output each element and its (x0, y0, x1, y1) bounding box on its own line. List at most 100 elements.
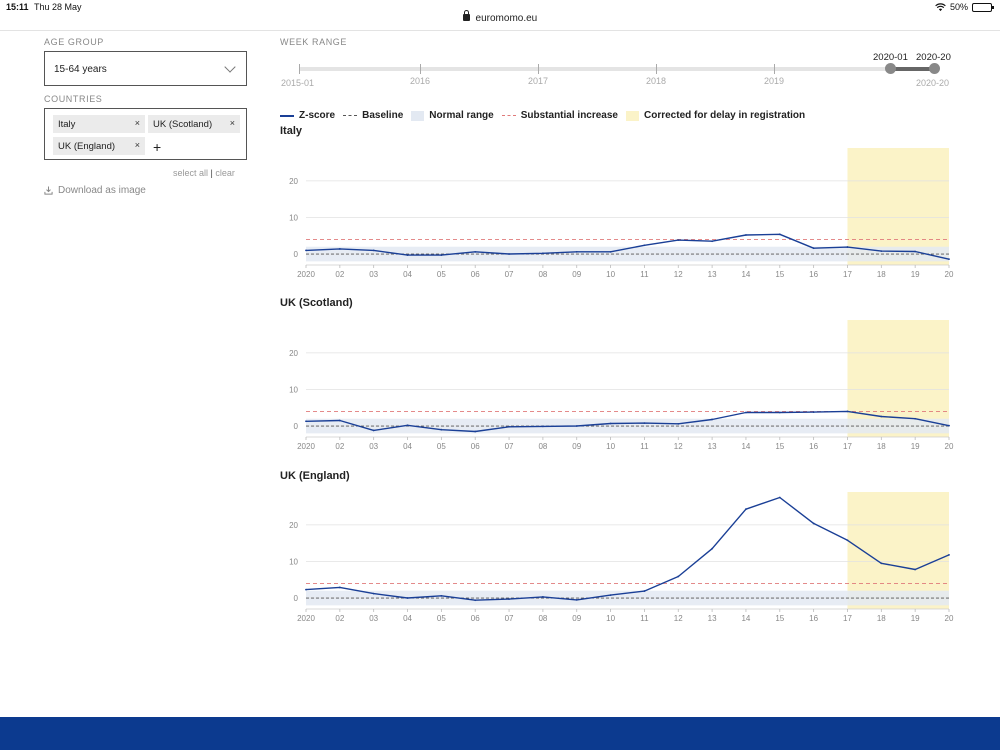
countries-multiselect[interactable]: Italy × UK (Scotland) × UK (England) × + (44, 108, 247, 160)
legend-corrected: Corrected for delay in registration (626, 110, 805, 121)
x-tick-label: 12 (674, 442, 683, 451)
zscore-point (677, 575, 680, 578)
zscore-point (372, 249, 375, 252)
url-text: euromomo.eu (475, 13, 538, 24)
age-group-value: 15-64 years (54, 64, 107, 75)
x-tick-label: 2020 (297, 614, 315, 623)
range-year-label: 2017 (528, 76, 549, 86)
x-tick-label: 13 (708, 442, 717, 451)
y-tick-label: 10 (289, 213, 298, 222)
x-tick-label: 03 (369, 270, 378, 279)
zscore-point (440, 428, 443, 431)
x-tick-label: 12 (674, 270, 683, 279)
y-tick-label: 20 (289, 349, 298, 358)
zscore-point (643, 422, 646, 425)
range-tick (538, 64, 539, 74)
range-tick (656, 64, 657, 74)
x-tick-label: 04 (403, 270, 412, 279)
close-icon[interactable]: × (134, 140, 140, 150)
x-tick-label: 14 (741, 442, 750, 451)
x-tick-label: 02 (335, 270, 344, 279)
zscore-point (812, 522, 815, 525)
zscore-point (474, 599, 477, 602)
x-tick-label: 07 (505, 442, 514, 451)
x-tick-label: 11 (640, 270, 649, 279)
close-icon[interactable]: × (134, 118, 140, 128)
zscore-point (778, 496, 781, 499)
zscore-point (474, 250, 477, 253)
age-group-select[interactable]: 15-64 years (44, 51, 247, 86)
x-tick-label: 08 (538, 442, 547, 451)
legend-baseline: Baseline (343, 110, 403, 121)
x-tick-label: 18 (877, 442, 886, 451)
x-tick-label: 13 (708, 270, 717, 279)
legend-label: Z-score (299, 110, 336, 121)
y-tick-label: 10 (289, 557, 298, 566)
chart-legend: Z-score Baseline Normal range Substantia… (280, 110, 813, 121)
zscore-point (406, 597, 409, 599)
zscore-point (880, 250, 883, 253)
zscore-point (372, 592, 375, 595)
range-track[interactable] (299, 67, 935, 71)
x-tick-label: 15 (775, 270, 784, 279)
x-tick-label: 2020 (297, 442, 315, 451)
x-tick-label: 19 (911, 614, 920, 623)
range-start-label: 2015-01 (281, 78, 315, 88)
x-tick-label: 16 (809, 442, 818, 451)
country-chip-label: Italy (58, 119, 76, 130)
zscore-point (609, 594, 612, 597)
x-tick-label: 05 (437, 270, 446, 279)
zscore-point (541, 252, 544, 255)
zscore-point (305, 420, 307, 423)
x-tick-label: 15 (775, 442, 784, 451)
zscore-point (778, 233, 781, 236)
country-chip-label: UK (Scotland) (153, 119, 213, 130)
corrected-region (847, 492, 949, 609)
x-tick-label: 10 (606, 442, 615, 451)
y-tick-label: 0 (294, 250, 299, 259)
zscore-point (406, 424, 409, 427)
range-tick (774, 64, 775, 74)
zscore-point (575, 250, 578, 253)
zscore-point (338, 586, 341, 589)
x-tick-label: 06 (471, 614, 480, 623)
legend-label: Substantial increase (520, 110, 618, 121)
country-chip-uk-scotland: UK (Scotland) × (148, 115, 240, 133)
battery-percent: 50% (949, 2, 968, 12)
legend-swatch (501, 115, 516, 116)
x-tick-label: 16 (809, 614, 818, 623)
address-bar[interactable]: euromomo.eu (0, 10, 1000, 29)
zscore-point (880, 562, 883, 565)
legend-substantial-increase: Substantial increase (501, 110, 618, 121)
x-tick-label: 14 (741, 614, 750, 623)
zscore-point (711, 418, 714, 421)
zscore-point (711, 240, 714, 243)
zscore-point (846, 410, 849, 413)
download-label: Download as image (58, 185, 146, 196)
chart-title-uk-scotland: UK (Scotland) (280, 297, 353, 309)
range-end-handle[interactable] (929, 63, 940, 74)
range-year-label: 2018 (646, 76, 667, 86)
x-tick-label: 07 (505, 270, 514, 279)
range-start-handle[interactable] (885, 63, 896, 74)
zscore-point (914, 417, 917, 420)
zscore-point (812, 411, 815, 414)
zscore-point (541, 425, 544, 428)
download-image-button[interactable]: Download as image (44, 185, 146, 196)
legend-swatch (280, 114, 294, 117)
clear-link[interactable]: clear (215, 168, 235, 178)
zscore-point (440, 254, 443, 257)
link-separator: | (210, 168, 213, 178)
zscore-point (609, 250, 612, 253)
select-all-link[interactable]: select all (173, 168, 209, 178)
zscore-point (575, 598, 578, 601)
x-tick-label: 04 (403, 614, 412, 623)
close-icon[interactable]: × (229, 118, 235, 128)
zscore-point (440, 594, 443, 597)
x-tick-label: 10 (606, 270, 615, 279)
y-tick-label: 0 (294, 422, 299, 431)
x-tick-label: 09 (572, 614, 581, 623)
add-country-icon[interactable]: + (153, 139, 162, 155)
zscore-point (474, 430, 477, 433)
